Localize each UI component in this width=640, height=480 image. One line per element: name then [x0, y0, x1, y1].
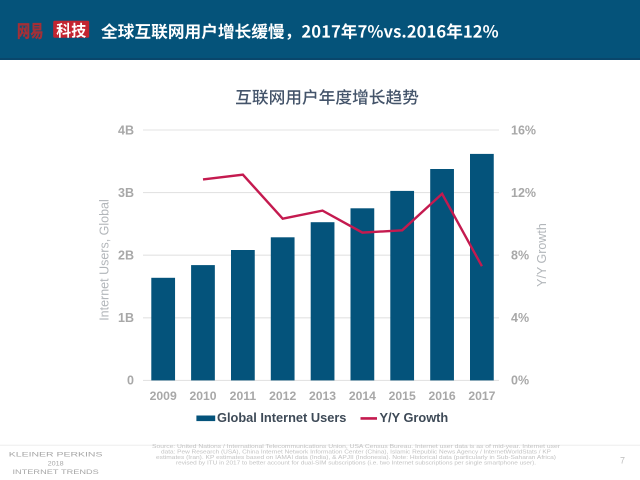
- svg-text:4%: 4%: [511, 311, 529, 325]
- svg-text:2016: 2016: [429, 389, 456, 403]
- svg-text:estimates (Iran). KP estimates: estimates (Iran). KP estimates based on …: [156, 455, 556, 461]
- svg-text:Global Internet Users: Global Internet Users: [217, 410, 346, 425]
- svg-text:2012: 2012: [269, 389, 296, 403]
- svg-text:INTERNET TRENDS: INTERNET TRENDS: [13, 469, 100, 476]
- svg-text:2009: 2009: [150, 389, 177, 403]
- svg-text:2010: 2010: [189, 389, 216, 403]
- svg-text:Internet Users, Global: Internet Users, Global: [98, 199, 112, 321]
- svg-text:data: Pew Research (USA), Chin: data: Pew Research (USA), China Internet…: [161, 449, 551, 455]
- svg-text:0%: 0%: [511, 374, 529, 388]
- svg-text:2011: 2011: [230, 389, 257, 403]
- svg-text:2013: 2013: [309, 389, 336, 403]
- svg-text:16%: 16%: [511, 123, 536, 137]
- svg-text:8%: 8%: [511, 249, 529, 263]
- svg-text:2017: 2017: [468, 389, 495, 403]
- svg-text:Y/Y Growth: Y/Y Growth: [380, 410, 449, 425]
- svg-text:4B: 4B: [118, 123, 134, 137]
- svg-text:3B: 3B: [118, 186, 134, 200]
- svg-text:2015: 2015: [389, 389, 416, 403]
- svg-text:0: 0: [127, 374, 134, 388]
- svg-text:7: 7: [620, 456, 625, 466]
- svg-text:revised by ITU in 2017 to bett: revised by ITU in 2017 to better account…: [176, 461, 536, 467]
- svg-text:Source: United Nations / Inter: Source: United Nations / International T…: [152, 444, 560, 450]
- svg-text:KLEINER PERKINS: KLEINER PERKINS: [9, 451, 103, 458]
- svg-text:2B: 2B: [118, 249, 134, 263]
- svg-text:1B: 1B: [118, 311, 134, 325]
- svg-text:2018: 2018: [48, 460, 65, 467]
- svg-text:12%: 12%: [511, 186, 536, 200]
- svg-text:Y/Y Growth: Y/Y Growth: [535, 223, 549, 287]
- svg-text:2014: 2014: [349, 389, 376, 403]
